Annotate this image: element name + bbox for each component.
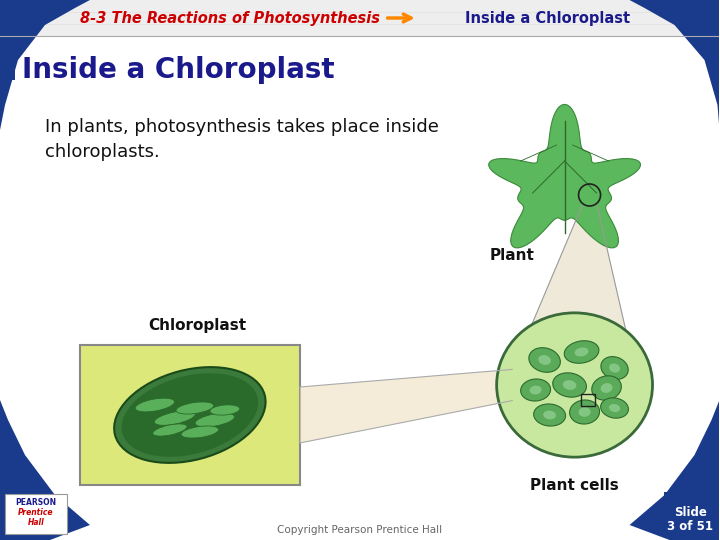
Ellipse shape bbox=[543, 410, 556, 420]
FancyBboxPatch shape bbox=[0, 0, 719, 36]
Ellipse shape bbox=[553, 373, 587, 397]
FancyBboxPatch shape bbox=[5, 494, 67, 534]
Polygon shape bbox=[489, 104, 641, 248]
Polygon shape bbox=[629, 0, 719, 130]
FancyBboxPatch shape bbox=[80, 345, 300, 485]
Polygon shape bbox=[516, 206, 633, 362]
Ellipse shape bbox=[563, 380, 576, 390]
Text: 3 of 51: 3 of 51 bbox=[667, 520, 714, 533]
FancyBboxPatch shape bbox=[664, 492, 717, 534]
Ellipse shape bbox=[195, 413, 235, 427]
Polygon shape bbox=[0, 400, 90, 540]
Text: Plant cells: Plant cells bbox=[530, 478, 619, 493]
Ellipse shape bbox=[521, 379, 551, 401]
Text: 8-3 The Reactions of Photosynthesis: 8-3 The Reactions of Photosynthesis bbox=[80, 10, 380, 25]
Text: Copyright Pearson Prentice Hall: Copyright Pearson Prentice Hall bbox=[277, 525, 442, 535]
Ellipse shape bbox=[564, 341, 599, 363]
Ellipse shape bbox=[570, 400, 600, 424]
Text: chloroplasts.: chloroplasts. bbox=[45, 143, 160, 161]
Text: In plants, photosynthesis takes place inside: In plants, photosynthesis takes place in… bbox=[45, 118, 439, 136]
Polygon shape bbox=[0, 0, 90, 130]
Ellipse shape bbox=[210, 405, 240, 415]
Text: Prentice: Prentice bbox=[18, 508, 54, 517]
Text: PEARSON: PEARSON bbox=[15, 498, 57, 507]
Text: Inside a Chloroplast: Inside a Chloroplast bbox=[22, 56, 335, 84]
Ellipse shape bbox=[154, 411, 195, 426]
Text: Inside a Chloroplast: Inside a Chloroplast bbox=[465, 10, 630, 25]
FancyBboxPatch shape bbox=[10, 52, 15, 80]
Ellipse shape bbox=[575, 348, 588, 356]
Ellipse shape bbox=[181, 426, 219, 438]
Ellipse shape bbox=[592, 376, 621, 400]
Text: Hall: Hall bbox=[27, 518, 45, 527]
Ellipse shape bbox=[530, 386, 541, 394]
Text: Chloroplast: Chloroplast bbox=[148, 318, 246, 333]
Text: Plant: Plant bbox=[490, 248, 534, 263]
Ellipse shape bbox=[539, 355, 551, 365]
Ellipse shape bbox=[609, 404, 620, 412]
Ellipse shape bbox=[122, 373, 258, 457]
Ellipse shape bbox=[600, 383, 613, 393]
Ellipse shape bbox=[529, 348, 560, 372]
Ellipse shape bbox=[534, 404, 565, 426]
Ellipse shape bbox=[114, 367, 266, 463]
Ellipse shape bbox=[176, 402, 214, 414]
Ellipse shape bbox=[600, 398, 629, 418]
Ellipse shape bbox=[153, 424, 187, 436]
Ellipse shape bbox=[579, 407, 590, 417]
Polygon shape bbox=[300, 369, 512, 443]
Ellipse shape bbox=[497, 313, 652, 457]
Ellipse shape bbox=[135, 398, 174, 412]
Polygon shape bbox=[629, 400, 719, 540]
Ellipse shape bbox=[601, 356, 629, 380]
Ellipse shape bbox=[609, 363, 620, 373]
Text: Slide: Slide bbox=[674, 506, 707, 519]
